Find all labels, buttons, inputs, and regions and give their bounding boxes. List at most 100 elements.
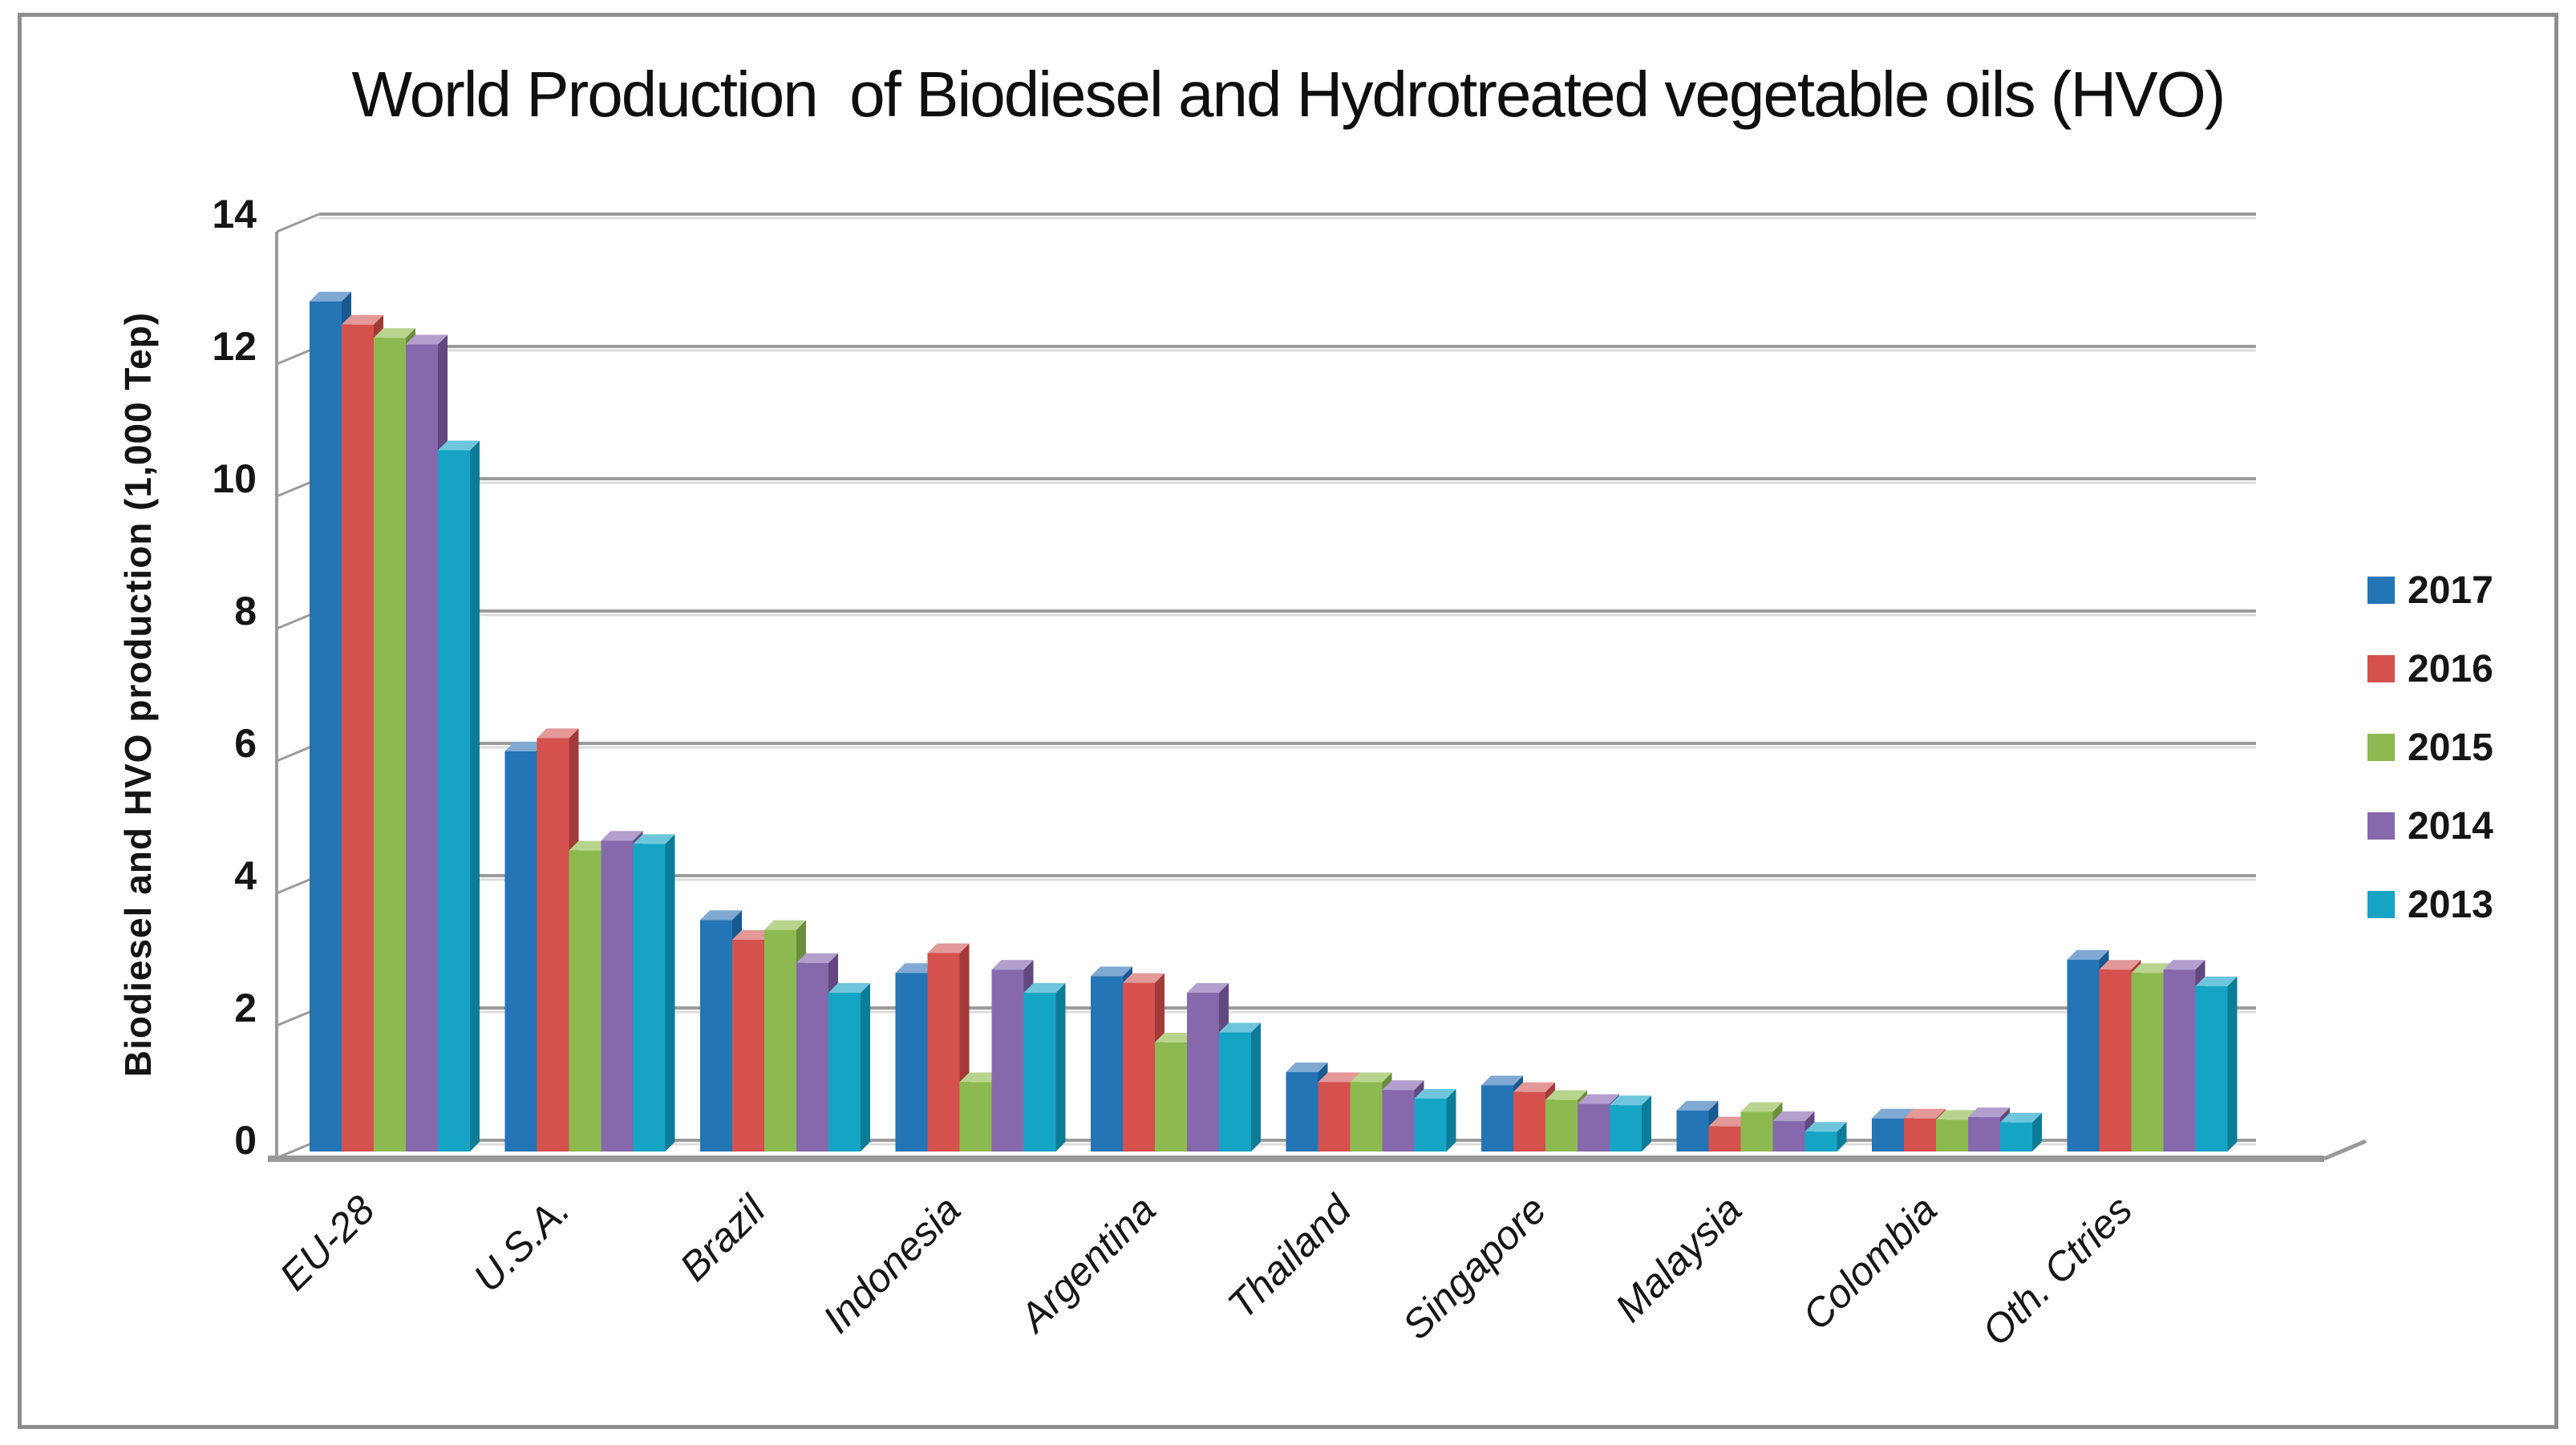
bar-front-face: [959, 1082, 992, 1152]
bar-front-face: [569, 850, 601, 1152]
legend-item-2013: 2013: [2367, 884, 2493, 926]
legend-item-2016: 2016: [2367, 647, 2493, 690]
bar-front-face: [764, 929, 796, 1152]
legend-item-2014: 2014: [2367, 805, 2493, 848]
bar-top-face: [601, 831, 643, 841]
legend-label-2016: 2016: [2408, 647, 2493, 690]
bar-top-face: [569, 840, 611, 851]
legend-item-2015: 2015: [2367, 727, 2493, 769]
bar-side-face: [1055, 983, 1066, 1152]
bar-top-face: [2131, 963, 2173, 973]
bar-front-face: [1708, 1126, 1741, 1152]
bar-top-face: [438, 440, 480, 451]
bar-top-face: [374, 328, 415, 338]
bar-front-face: [1804, 1131, 1837, 1152]
bar-top-face: [537, 728, 579, 739]
bar-front-face: [895, 973, 928, 1152]
bar-front-face: [1676, 1110, 1709, 1152]
bar-top-face: [1023, 983, 1066, 993]
bar-front-face: [2195, 986, 2228, 1152]
y-tick-label: 0: [234, 1118, 257, 1163]
bar-front-face: [1219, 1032, 1251, 1152]
bar-top-face: [1708, 1116, 1751, 1127]
bar-top-face: [1904, 1108, 1946, 1119]
legend-swatch-2013: [2367, 891, 2395, 918]
legend-item-2017: 2017: [2367, 569, 2493, 612]
bar-front-face: [406, 344, 438, 1152]
bar-front-face: [310, 301, 342, 1152]
bar-top-face: [1219, 1022, 1261, 1033]
y-tick-label: 4: [234, 853, 257, 898]
bar-front-face: [1382, 1090, 1415, 1152]
bar-front-face: [927, 953, 960, 1152]
bar-side-face: [2227, 976, 2238, 1152]
bar-top-face: [2067, 949, 2109, 960]
y-tick-label: 14: [212, 192, 257, 237]
bar-top-face: [1187, 983, 1229, 993]
legend: 2017 2016 2015 2014 2013: [2367, 569, 2493, 964]
bar-EU-28-2013: [438, 440, 480, 1152]
bar-front-face: [991, 969, 1024, 1152]
bar-Colombia-2015: [1936, 1110, 1978, 1152]
bar-top-face: [959, 1072, 1002, 1083]
legend-label-2017: 2017: [2408, 569, 2493, 612]
y-tick-label: 2: [234, 986, 257, 1030]
x-category-label: Singapore: [1394, 1187, 1555, 1348]
bar-front-face: [1904, 1118, 1936, 1152]
bar-side-face: [470, 440, 480, 1152]
bar-top-face: [1578, 1094, 1619, 1104]
bar-front-face: [1610, 1105, 1642, 1152]
x-category-label: Malaysia: [1606, 1187, 1750, 1330]
bar-Thailand-2013: [1414, 1089, 1456, 1152]
bar-front-face: [601, 840, 634, 1152]
bar-front-face: [342, 324, 374, 1152]
legend-swatch-2017: [2367, 577, 2395, 604]
bar-front-face: [1414, 1099, 1447, 1152]
bar-U.S.A.-2013: [633, 834, 675, 1152]
bar-front-face: [732, 940, 764, 1152]
bar-front-face: [2099, 969, 2132, 1152]
bar-top-face: [633, 834, 675, 844]
bar-front-face: [1187, 993, 1219, 1152]
bar-top-face: [700, 910, 742, 921]
bar-side-face: [861, 983, 870, 1152]
bar-top-face: [1936, 1110, 1978, 1120]
bar-front-face: [1740, 1111, 1773, 1152]
legend-swatch-2016: [2367, 655, 2395, 682]
bar-top-face: [1545, 1090, 1587, 1100]
bar-top-face: [1872, 1108, 1914, 1119]
bar-Indonesia-2013: [1023, 983, 1066, 1152]
bar-side-face: [665, 834, 675, 1152]
bar-side-face: [1837, 1122, 1847, 1152]
bar-top-face: [310, 291, 351, 302]
bar-Oth. Ctries-2013: [2195, 976, 2238, 1152]
y-tick-label: 6: [234, 721, 257, 766]
bar-top-face: [1481, 1075, 1523, 1086]
legend-swatch-2014: [2367, 812, 2395, 840]
bar-front-face: [1481, 1085, 1513, 1152]
bar-Colombia-2013: [2000, 1112, 2042, 1152]
bar-front-face: [700, 920, 732, 1152]
bar-Argentina-2013: [1219, 1022, 1261, 1152]
bar-front-face: [438, 450, 470, 1152]
bar-top-face: [504, 741, 547, 751]
bar-front-face: [1936, 1119, 1968, 1152]
bar-top-face: [1513, 1082, 1555, 1092]
bar-front-face: [374, 338, 406, 1152]
bar-front-face: [1772, 1121, 1805, 1152]
bar-top-face: [1155, 1032, 1197, 1042]
bar-top-face: [1123, 973, 1164, 983]
bar-top-face: [2163, 960, 2205, 970]
x-category-label: Brazil: [671, 1186, 775, 1289]
bar-top-face: [1414, 1089, 1456, 1099]
bar-top-face: [1740, 1102, 1783, 1112]
bar-front-face: [1286, 1072, 1318, 1152]
y-tick-label: 12: [212, 324, 257, 369]
bar-top-face: [1804, 1122, 1847, 1132]
bar-top-face: [796, 953, 838, 963]
bar-front-face: [1023, 993, 1056, 1152]
bar-front-face: [828, 993, 861, 1152]
bar-side-face: [1642, 1095, 1651, 1152]
